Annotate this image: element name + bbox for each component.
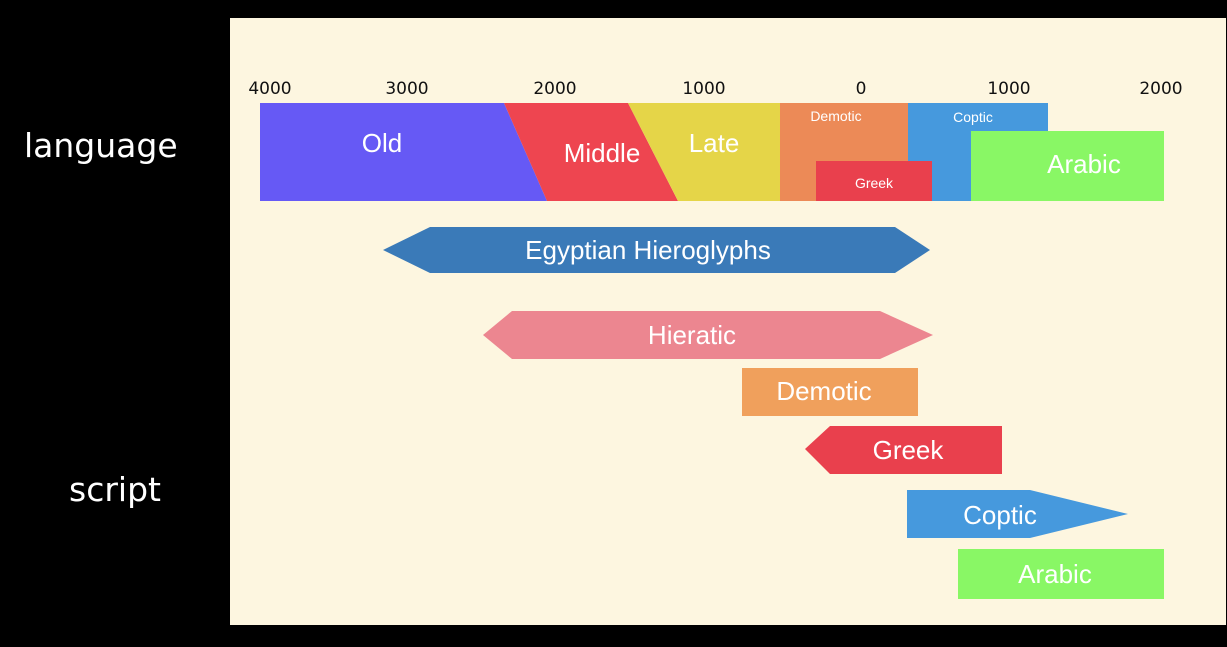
- tick-label: 4000: [248, 79, 291, 99]
- tick-label: 2000: [533, 79, 576, 99]
- script-demotic-bar: [742, 368, 918, 416]
- language-bar: Old Middle Late Demotic Coptic Greek Ara…: [260, 103, 1164, 201]
- language-old-shape: [260, 103, 547, 201]
- script-hieratic-bar: [483, 311, 933, 359]
- timeline-panel: 4000 3000 2000 1000 0 1000 2000 Old Midd…: [230, 18, 1226, 625]
- tick-label: 1000: [682, 79, 725, 99]
- language-late-shape: [628, 103, 780, 201]
- script-demotic-label: Demotic: [776, 376, 871, 406]
- tick-label: 0: [856, 79, 867, 99]
- language-greek-label: Greek: [855, 175, 894, 191]
- language-middle-label: Middle: [564, 138, 641, 168]
- language-middle-shape: [504, 103, 678, 201]
- language-demotic-label: Demotic: [810, 108, 861, 124]
- language-coptic-shape: [908, 103, 1048, 201]
- script-bars: Egyptian Hieroglyphs Hieratic Demotic Gr…: [383, 227, 1164, 599]
- script-hieratic-label: Hieratic: [648, 320, 736, 350]
- script-hieroglyphs-bar: [383, 227, 930, 273]
- script-row-label: script: [69, 470, 161, 509]
- tick-label: 3000: [385, 79, 428, 99]
- language-coptic-label: Coptic: [953, 109, 993, 125]
- script-arabic-label: Arabic: [1018, 559, 1092, 589]
- script-hieroglyphs-label: Egyptian Hieroglyphs: [525, 235, 771, 265]
- script-coptic-label: Coptic: [963, 500, 1037, 530]
- timeline-diagram: 4000 3000 2000 1000 0 1000 2000 Old Midd…: [248, 79, 1183, 599]
- language-greek-shape: [816, 161, 932, 201]
- language-row-label: language: [24, 126, 178, 165]
- axis-ticks: 4000 3000 2000 1000 0 1000 2000: [248, 79, 1182, 99]
- script-greek-label: Greek: [873, 435, 945, 465]
- language-arabic-shape: [971, 131, 1164, 201]
- script-arabic-bar: [958, 549, 1164, 599]
- language-arabic-label: Arabic: [1047, 149, 1121, 179]
- tick-label: 1000: [987, 79, 1030, 99]
- script-greek-bar: [805, 426, 1002, 474]
- language-late-label: Late: [689, 128, 740, 158]
- tick-label: 2000: [1139, 79, 1182, 99]
- language-old-label: Old: [362, 128, 402, 158]
- script-coptic-bar: [907, 490, 1128, 538]
